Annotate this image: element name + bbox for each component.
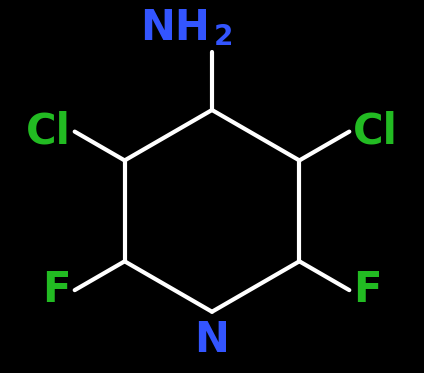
Text: NH: NH (140, 7, 210, 50)
Text: N: N (195, 319, 229, 361)
Text: 2: 2 (214, 23, 233, 51)
Text: Cl: Cl (353, 111, 398, 153)
Text: Cl: Cl (26, 111, 71, 153)
Text: F: F (353, 269, 382, 311)
Text: F: F (42, 269, 71, 311)
